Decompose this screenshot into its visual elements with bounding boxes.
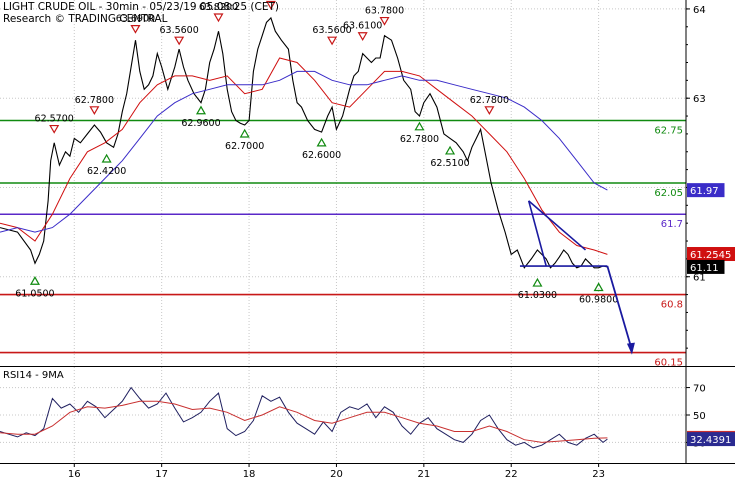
- x-tick-label: 17: [155, 469, 168, 480]
- high-value-label: 62.7800: [75, 95, 114, 106]
- series-line-price: [0, 16, 608, 269]
- series-line-ma_slow: [0, 70, 608, 233]
- high-marker-triangle: [357, 32, 368, 41]
- high-value-label: 63.6100: [343, 21, 382, 32]
- horizontal-levels: 62.75 62.05 61.7 60.8 60.15: [0, 119, 686, 369]
- low-value-label: 62.5100: [430, 158, 469, 169]
- high-marker-triangle: [174, 36, 185, 46]
- price-tag-ma_slow-label: 61.97: [690, 186, 719, 197]
- low-value-label: 60.9800: [579, 295, 618, 306]
- high-marker-triangle: [89, 106, 100, 116]
- x-tick-label: 20: [330, 469, 343, 480]
- y-tick-label: 63: [693, 94, 706, 105]
- price-tag-ma_fast-bg: [687, 247, 735, 262]
- low-marker-triangle: [445, 145, 456, 155]
- low-marker-triangle: [29, 276, 40, 285]
- x-tick-label: 18: [243, 469, 256, 480]
- low-value-label: 62.9600: [181, 118, 220, 129]
- rsi-line-rsi_ma: [0, 400, 608, 443]
- low-marker-triangle: [316, 137, 327, 147]
- high-value-label: 63.6900: [116, 14, 155, 25]
- low-marker-triangle: [414, 121, 425, 131]
- rsi-series: [0, 386, 608, 449]
- high-value-label: 63.5600: [159, 25, 198, 36]
- pattern-left-line: [527, 200, 547, 267]
- pivot-annotations: 61.050062.570062.780062.420063.690063.56…: [15, 0, 618, 306]
- y-tick-label: 61: [693, 273, 706, 284]
- high-marker-triangle: [484, 106, 495, 116]
- projection-arrow-line: [606, 265, 632, 347]
- low-marker-triangle: [195, 105, 207, 115]
- x-tick-label: 22: [505, 469, 518, 480]
- y-tick-label: 64: [693, 5, 706, 16]
- rsi-grid: [0, 367, 686, 463]
- price-tag-last-bg: [687, 259, 725, 274]
- high-marker-triangle: [130, 25, 141, 34]
- high-value-label: 62.5700: [35, 114, 74, 125]
- low-marker-triangle: [593, 282, 604, 292]
- high-value-label: 63.5600: [312, 25, 351, 36]
- level-label-60.8: 60.8: [661, 300, 683, 311]
- level-label-62.05: 62.05: [654, 188, 683, 199]
- high-marker-triangle: [379, 16, 390, 26]
- main-series: [0, 16, 608, 269]
- low-value-label: 62.4200: [87, 166, 126, 177]
- research-credit: Research © TRADING CENTRAL: [3, 13, 168, 25]
- low-value-label: 62.7800: [400, 134, 439, 145]
- rsi-tick-label: 70: [693, 384, 706, 395]
- projection-arrow-head: [626, 342, 635, 355]
- low-value-label: 61.0500: [15, 288, 54, 299]
- price-tag-ma_slow-bg: [687, 183, 725, 198]
- level-label-61.7: 61.7: [661, 219, 683, 230]
- high-value-label: 63.8200: [199, 2, 238, 13]
- x-tick-label: 23: [592, 469, 605, 480]
- low-value-label: 62.6000: [302, 150, 341, 161]
- low-value-label: 62.7000: [225, 141, 264, 152]
- rsi-tick-label: 50: [693, 411, 706, 422]
- x-tick-label: 16: [68, 469, 81, 480]
- pattern-upper-line: [528, 200, 587, 251]
- chart-title: LIGHT CRUDE OIL - 30min - 05/23/19 05:08…: [3, 1, 279, 13]
- high-marker-triangle: [327, 36, 338, 46]
- price-tag-ma_fast-label: 61.2545: [690, 250, 731, 261]
- projection-arrow: [519, 200, 635, 355]
- rsi-line-rsi: [0, 386, 608, 449]
- rsi-tag-rsi-bg: [687, 432, 735, 447]
- high-marker-triangle: [213, 13, 224, 23]
- high-marker-triangle: [49, 124, 60, 134]
- low-marker-triangle: [239, 128, 250, 138]
- level-label-60.15: 60.15: [654, 358, 683, 369]
- low-value-label: 61.0300: [518, 290, 557, 301]
- high-marker-triangle: [265, 0, 276, 10]
- level-label-62.75: 62.75: [654, 126, 683, 137]
- high-value-label: 62.7800: [470, 95, 509, 106]
- high-value-label: 63.7800: [365, 6, 404, 17]
- x-tick-label: 21: [417, 469, 430, 480]
- rsi-panel-title: RSI14 - 9MA: [3, 370, 64, 381]
- low-marker-triangle: [532, 277, 543, 287]
- price-tag-last-label: 61.11: [690, 263, 719, 274]
- rsi-tag-rsi-label: 32.4391: [690, 435, 731, 446]
- low-marker-triangle: [101, 153, 112, 163]
